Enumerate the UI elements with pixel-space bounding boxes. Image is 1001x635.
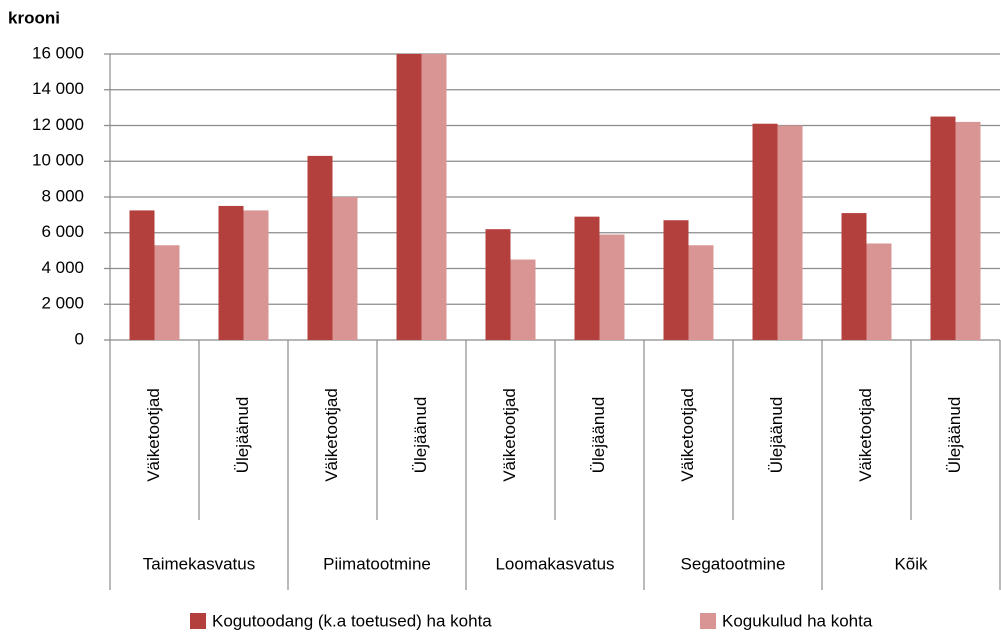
x-tick-label: Ülejäänud [589,397,608,474]
legend-swatch [190,613,206,629]
bar [866,243,892,340]
group-label: Taimekasvatus [143,554,255,573]
x-tick-label: Väiketootjad [856,388,875,482]
bar [930,116,956,340]
bar [955,121,981,340]
y-tick-label: 4 000 [41,258,84,277]
bar [777,125,803,340]
bar [663,220,689,340]
x-tick-label: Ülejäänud [767,397,786,474]
legend-label: Kogutoodang (k.a toetused) ha kohta [212,611,492,630]
legend-label: Kogukulud ha kohta [722,611,873,630]
bar [218,205,244,340]
y-axis-label: krooni [8,8,60,27]
bar [396,54,422,340]
bar [307,155,333,340]
bar [688,245,714,340]
group-label: Kõik [894,554,928,573]
group-label: Piimatootmine [323,554,431,573]
x-tick-label: Väiketootjad [500,388,519,482]
bar [421,54,447,340]
y-tick-label: 8 000 [41,186,84,205]
bar [332,197,358,340]
x-tick-label: Ülejäänud [411,397,430,474]
y-tick-label: 14 000 [32,79,84,98]
bar [154,245,180,340]
bar [485,229,511,340]
y-tick-label: 16 000 [32,43,84,62]
group-label: Segatootmine [681,554,786,573]
bar [752,123,778,341]
bar [574,216,600,340]
y-tick-label: 12 000 [32,115,84,134]
bar [510,259,536,340]
x-tick-label: Väiketootjad [144,388,163,482]
y-tick-label: 6 000 [41,222,84,241]
x-tick-label: Väiketootjad [678,388,697,482]
bar [129,210,155,340]
x-tick-label: Ülejäänud [233,397,252,474]
bar [599,234,625,340]
y-tick-label: 10 000 [32,151,84,170]
legend-swatch [700,613,716,629]
bar [841,213,867,340]
bar [243,210,269,340]
x-tick-label: Ülejäänud [945,397,964,474]
y-tick-label: 0 [75,329,84,348]
group-label: Loomakasvatus [495,554,614,573]
y-tick-label: 2 000 [41,294,84,313]
x-tick-label: Väiketootjad [322,388,341,482]
